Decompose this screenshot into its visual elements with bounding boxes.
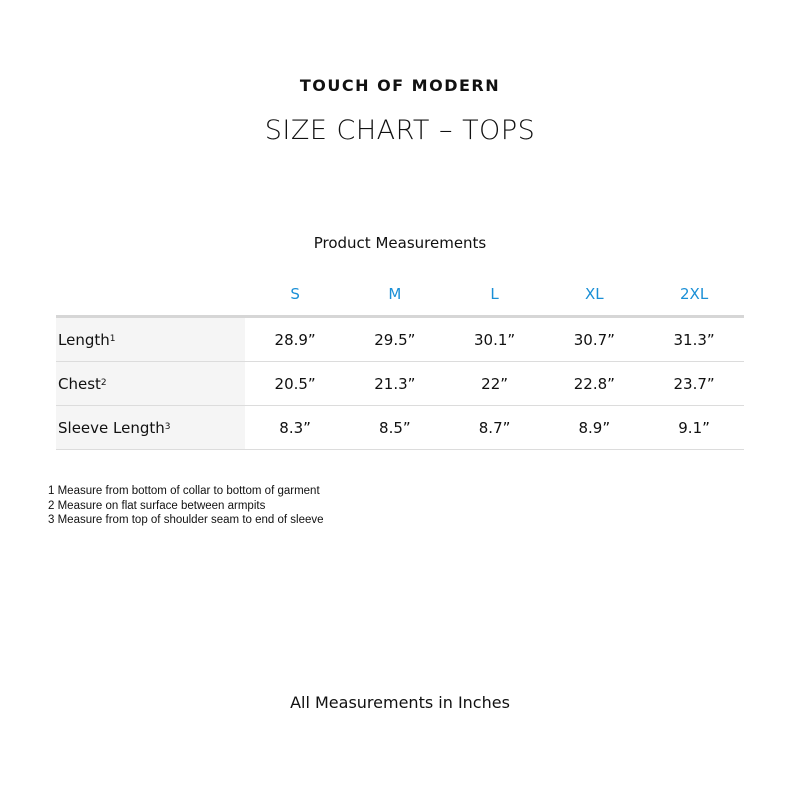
- header-row: S M L XL 2XL: [56, 272, 744, 318]
- footnotes: 1 Measure from bottom of collar to botto…: [48, 484, 324, 528]
- corner-cell: [56, 272, 246, 318]
- cell: 8.9”: [544, 405, 645, 450]
- cell: 22”: [444, 361, 545, 406]
- cell: 23.7”: [644, 361, 744, 406]
- size-header: 2XL: [644, 272, 744, 318]
- table-row: Sleeve Length3 8.3” 8.5” 8.7” 8.9” 9.1”: [56, 405, 744, 450]
- footnote: 2 Measure on flat surface between armpit…: [48, 499, 266, 512]
- cell: 9.1”: [644, 405, 744, 450]
- table-row: Chest2 20.5” 21.3” 22” 22.8” 23.7”: [56, 361, 744, 406]
- cell: 29.5”: [344, 316, 445, 362]
- cell: 8.3”: [245, 405, 345, 450]
- size-table: S M L XL 2XL Length1 28.9” 29.5” 30.1” 3…: [56, 272, 744, 450]
- cell: 21.3”: [344, 361, 445, 406]
- cell: 22.8”: [544, 361, 645, 406]
- cell: 31.3”: [644, 316, 744, 362]
- cell: 28.9”: [245, 316, 345, 362]
- footnote: 3 Measure from top of shoulder seam to e…: [48, 514, 324, 526]
- footnote: 1 Measure from bottom of collar to botto…: [48, 485, 320, 497]
- row-label: Chest2: [56, 361, 246, 406]
- units-note: All Measurements in Inches: [290, 693, 510, 712]
- cell: 30.7”: [544, 316, 645, 362]
- row-label: Sleeve Length3: [56, 405, 246, 450]
- cell: 30.1”: [444, 316, 545, 362]
- size-header: L: [444, 272, 545, 318]
- size-header: S: [245, 272, 345, 318]
- table-row: Length1 28.9” 29.5” 30.1” 30.7” 31.3”: [56, 316, 744, 362]
- cell: 8.7”: [444, 405, 545, 450]
- page-title: SIZE CHART – TOPS: [264, 115, 536, 146]
- size-header: XL: [544, 272, 645, 318]
- size-header: M: [344, 272, 445, 318]
- cell: 20.5”: [245, 361, 345, 406]
- row-label: Length1: [56, 316, 246, 362]
- table-caption: Product Measurements: [313, 234, 487, 252]
- brand-logo: TOUCH OF MODERN: [299, 76, 501, 95]
- cell: 8.5”: [344, 405, 445, 450]
